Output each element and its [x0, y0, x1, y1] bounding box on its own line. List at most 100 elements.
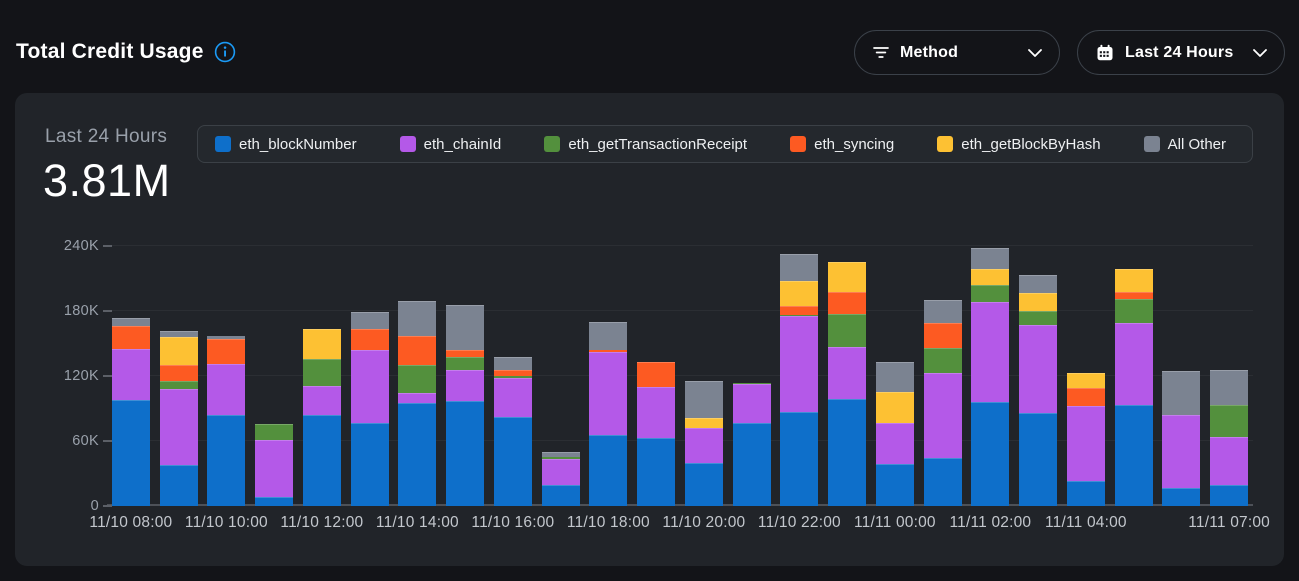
segment-All Other [541, 451, 580, 458]
segment-All Other [350, 312, 389, 330]
segment-eth-getBlockByHash [1114, 268, 1153, 292]
bar-11-10-21-00[interactable] [732, 246, 771, 506]
bar-11-11-07-00[interactable] [1210, 246, 1249, 506]
segment-eth-blockNumber [780, 411, 819, 506]
segment-All Other [684, 381, 723, 419]
bar-11-10-12-00[interactable] [302, 246, 341, 506]
segment-eth-chainId [828, 346, 867, 399]
segment-eth-chainId [111, 348, 150, 400]
segment-eth-blockNumber [255, 497, 294, 506]
bar-11-11-05-00[interactable] [1114, 246, 1153, 506]
y-axis-tick [103, 505, 112, 507]
bar-11-11-01-00[interactable] [923, 246, 962, 506]
segment-All Other [589, 321, 628, 350]
segment-eth-getTransactionReceipt [1114, 299, 1153, 323]
segment-eth-chainId [255, 439, 294, 498]
legend-item-eth-getTransactionReceipt[interactable]: eth_getTransactionReceipt [544, 136, 747, 153]
segment-eth-blockNumber [828, 398, 867, 506]
segment-eth-getTransactionReceipt [1019, 311, 1058, 326]
method-filter-button[interactable]: Method [854, 30, 1060, 75]
segment-eth-chainId [350, 350, 389, 423]
segment-eth-chainId [1114, 322, 1153, 406]
legend-item-eth-syncing[interactable]: eth_syncing [790, 136, 894, 153]
segment-All Other [1162, 370, 1201, 415]
bar-11-10-19-00[interactable] [637, 246, 676, 506]
segment-eth-getTransactionReceipt [780, 315, 819, 317]
legend-item-eth-blockNumber[interactable]: eth_blockNumber [215, 136, 357, 153]
bar-11-10-20-00[interactable] [684, 246, 723, 506]
segment-All Other [1210, 369, 1249, 406]
bar-11-11-02-00[interactable] [971, 246, 1010, 506]
segment-eth-blockNumber [302, 415, 341, 506]
segment-eth-chainId [1210, 436, 1249, 486]
segment-eth-blockNumber [923, 458, 962, 506]
segment-eth-blockNumber [875, 463, 914, 506]
segment-eth-blockNumber [1114, 405, 1153, 506]
segment-eth-getTransactionReceipt [398, 365, 437, 394]
y-axis-label: 0 [90, 498, 99, 514]
segment-eth-getTransactionReceipt [732, 382, 771, 384]
chevron-down-icon [1028, 48, 1042, 57]
segment-eth-syncing [493, 369, 532, 376]
bar-11-10-08-00[interactable] [111, 246, 150, 506]
segment-eth-chainId [1162, 415, 1201, 488]
segment-eth-blockNumber [971, 402, 1010, 506]
y-axis-label: 60K [72, 433, 99, 449]
bar-11-10-10-00[interactable] [207, 246, 246, 506]
segment-All Other [446, 304, 485, 350]
segment-eth-chainId [446, 369, 485, 401]
segment-All Other [207, 335, 246, 340]
x-axis-label: 11/10 08:00 [89, 514, 173, 531]
segment-eth-syncing [159, 365, 198, 382]
info-icon[interactable] [214, 41, 236, 63]
bar-11-11-04-00[interactable] [1066, 246, 1105, 506]
bar-11-10-22-00[interactable] [780, 246, 819, 506]
segment-eth-getTransactionReceipt [971, 285, 1010, 303]
bar-11-10-11-00[interactable] [255, 246, 294, 506]
bar-11-10-13-00[interactable] [350, 246, 389, 506]
legend-label: eth_getTransactionReceipt [568, 135, 748, 153]
x-axis-label: 11/11 02:00 [949, 514, 1032, 531]
legend-item-eth-chainId[interactable]: eth_chainId [399, 136, 501, 153]
segment-eth-blockNumber [732, 422, 771, 506]
legend-label: All Other [1167, 135, 1226, 153]
x-axis-label: 11/10 10:00 [184, 514, 268, 531]
segment-eth-chainId [971, 302, 1010, 402]
legend-item-eth-getBlockByHash[interactable]: eth_getBlockByHash [937, 136, 1101, 153]
gridline [107, 310, 1253, 311]
segment-All Other [923, 300, 962, 323]
y-axis-label: 120K [63, 368, 99, 384]
segment-All Other [971, 248, 1010, 269]
y-axis-tick [103, 440, 112, 442]
segment-eth-getTransactionReceipt [541, 457, 580, 460]
segment-eth-syncing [446, 350, 485, 357]
segment-eth-blockNumber [446, 400, 485, 506]
bar-11-10-18-00[interactable] [589, 246, 628, 506]
segment-eth-getBlockByHash [828, 262, 867, 292]
time-range-button[interactable]: Last 24 Hours [1077, 30, 1285, 75]
legend-swatch [1143, 136, 1160, 152]
y-axis-label: 180K [63, 303, 99, 319]
segment-All Other [780, 253, 819, 281]
segment-eth-blockNumber [207, 415, 246, 506]
segment-All Other [493, 356, 532, 370]
bar-11-10-15-00[interactable] [446, 246, 485, 506]
bar-11-11-00-00[interactable] [875, 246, 914, 506]
segment-eth-chainId [302, 385, 341, 415]
bar-11-11-03-00[interactable] [1019, 246, 1058, 506]
bar-11-10-23-00[interactable] [828, 246, 867, 506]
calendar-icon [1096, 44, 1114, 62]
bar-11-11-06-00[interactable] [1162, 246, 1201, 506]
legend-item-All Other[interactable]: All Other [1143, 135, 1226, 153]
segment-eth-blockNumber [541, 485, 580, 506]
bar-11-10-14-00[interactable] [398, 246, 437, 506]
bar-11-10-16-00[interactable] [493, 246, 532, 506]
bar-11-10-09-00[interactable] [159, 246, 198, 506]
bar-11-10-17-00[interactable] [541, 246, 580, 506]
legend-swatch [215, 136, 231, 152]
segment-eth-getBlockByHash [1019, 292, 1058, 311]
chevron-down-icon [1253, 48, 1267, 57]
segment-eth-getTransactionReceipt [302, 358, 341, 386]
y-axis-tick [103, 310, 112, 312]
